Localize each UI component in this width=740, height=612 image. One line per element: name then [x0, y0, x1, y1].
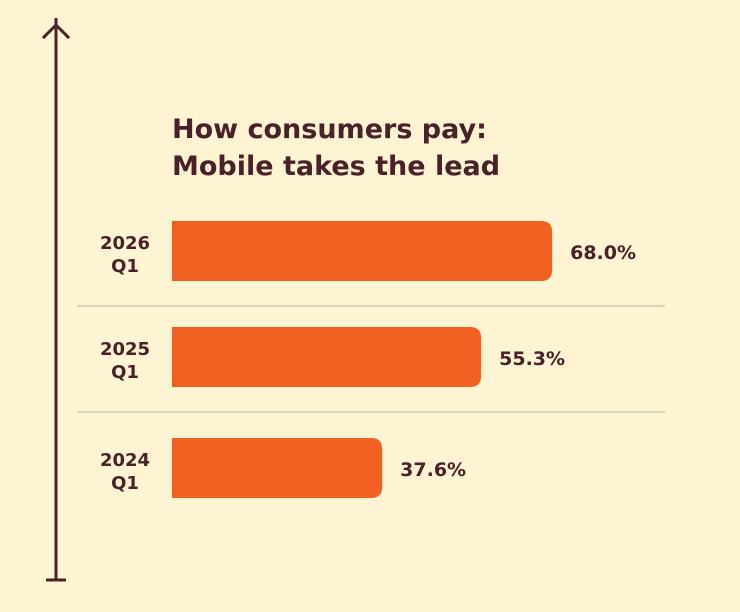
- bar-2025-q1: [172, 327, 482, 387]
- category-label-year: 2025: [100, 339, 150, 360]
- value-label: 37.6%: [400, 459, 466, 481]
- bar-2026-q1: [172, 221, 553, 281]
- chart-subtitle: Mobile takes the lead: [172, 151, 500, 182]
- value-label: 68.0%: [570, 242, 636, 264]
- category-label-quarter: Q1: [111, 362, 139, 383]
- category-label-year: 2024: [100, 450, 150, 471]
- category-label-quarter: Q1: [111, 256, 139, 277]
- value-label: 55.3%: [499, 348, 565, 370]
- bar-2024-q1: [172, 438, 383, 498]
- chart-title: How consumers pay:: [172, 114, 487, 145]
- category-label-year: 2026: [100, 233, 150, 254]
- axis-arrow-icon: [41, 22, 71, 40]
- category-label-quarter: Q1: [111, 473, 139, 494]
